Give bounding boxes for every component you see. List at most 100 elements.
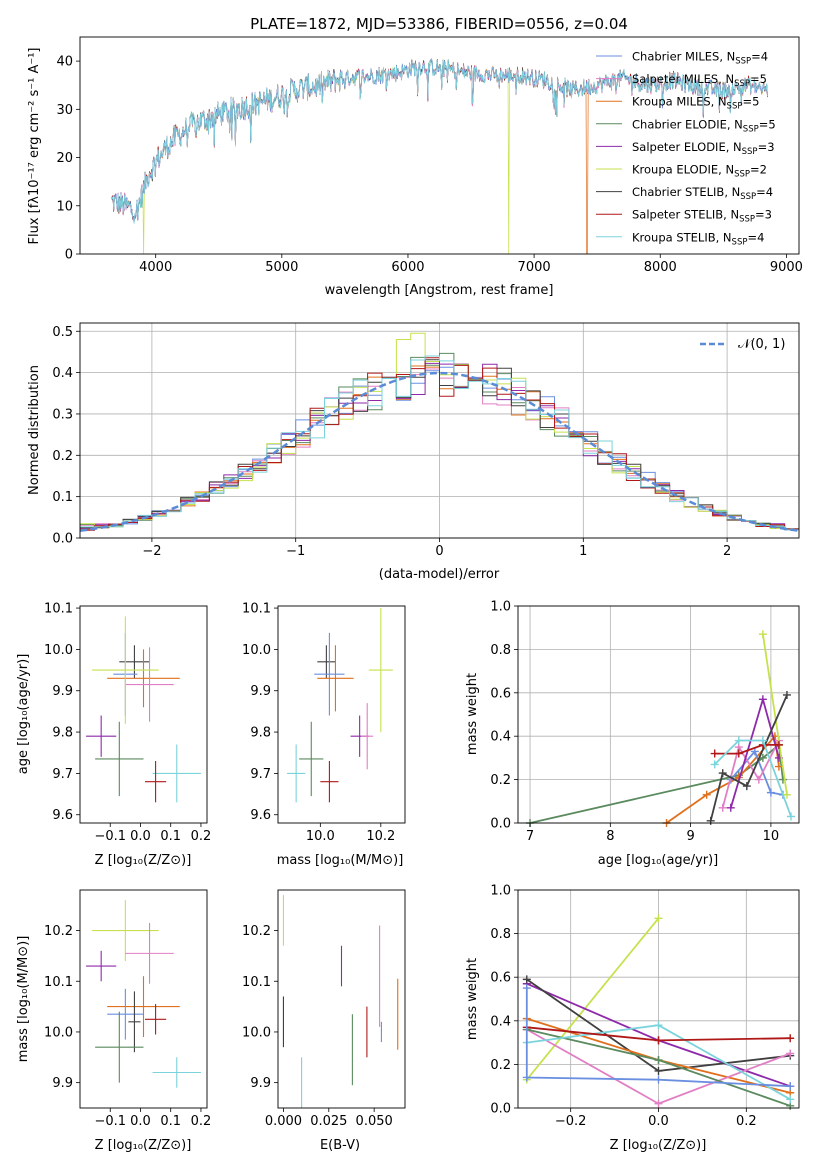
histogram-step-line — [80, 355, 799, 531]
y-tick-label: 9.9 — [250, 684, 271, 699]
errorbar-point — [125, 647, 174, 722]
errorbar-point — [125, 922, 174, 984]
y-tick-label: 0.0 — [490, 817, 511, 832]
massweight-line — [762, 634, 788, 795]
y-tick-label: 10.1 — [44, 975, 73, 990]
histogram-ylabel: Normed distribution — [27, 365, 42, 495]
errorbar-point — [287, 744, 306, 803]
plus-marker — [718, 769, 727, 778]
errorbar-point — [145, 761, 167, 803]
plus-marker — [654, 1056, 663, 1065]
errorbar-point — [299, 721, 324, 797]
mw-age-ylabel: mass weight — [465, 673, 480, 755]
mass-ebv-xlabel: E(B-V) — [320, 1138, 360, 1153]
errorbar-point — [317, 645, 354, 712]
plus-marker — [710, 760, 719, 769]
massweight-line — [714, 739, 792, 817]
x-tick-label: −0.1 — [94, 1114, 126, 1129]
spectrum-line — [111, 58, 768, 224]
y-tick-label: 0.8 — [490, 927, 511, 942]
plus-marker — [654, 1036, 663, 1045]
x-tick-label: 2 — [723, 544, 731, 559]
normal-legend-label: 𝒩(0, 1) — [738, 337, 785, 352]
x-tick-label: 0.025 — [310, 1114, 347, 1129]
x-tick-label: 4000 — [139, 260, 172, 275]
plus-marker — [734, 736, 743, 745]
errorbar-point — [95, 721, 144, 797]
y-tick-label: 10.0 — [44, 1025, 73, 1040]
x-tick-label: −2 — [142, 544, 161, 559]
spectrum-xlabel: wavelength [Angstrom, rest frame] — [325, 283, 554, 298]
x-tick-label: 7000 — [518, 260, 551, 275]
x-tick-label: 0 — [435, 544, 443, 559]
y-tick-label: 0 — [65, 248, 73, 263]
plus-marker — [774, 762, 783, 771]
errorbar-point — [152, 1057, 201, 1088]
mass-z-xlabel: Z [log₁₀(Z/Z⊙)] — [95, 1138, 192, 1153]
y-tick-label: 10.1 — [242, 975, 271, 990]
x-tick-label: 1 — [579, 544, 587, 559]
age-z-xlabel: Z [log₁₀(Z/Z⊙)] — [95, 853, 192, 868]
plus-marker — [726, 803, 735, 812]
y-tick-label: 0.2 — [490, 773, 511, 788]
plus-marker — [758, 630, 767, 639]
age-vs-metallicity-panel: −0.1 0.0 0.1 0.2 9.6 9.7 9.8 9.9 10.0 10.1 Z [log… — [16, 602, 211, 868]
mw-z-ylabel: mass weight — [465, 958, 480, 1040]
plus-marker — [654, 914, 663, 923]
y-tick-label: 10.1 — [44, 602, 73, 617]
y-tick-label: 1.0 — [490, 600, 511, 615]
y-tick-label: 9.9 — [52, 684, 73, 699]
y-tick-label: 0.5 — [52, 325, 73, 340]
age-mass-plot-frame — [277, 605, 406, 824]
legend-label: Chabrier STELIB, NSSP=4 — [632, 185, 773, 202]
y-tick-label: 0.4 — [52, 366, 73, 381]
y-tick-label: 10.0 — [44, 643, 73, 658]
plus-marker — [522, 975, 531, 984]
errorbar-point — [368, 608, 393, 733]
y-tick-label: 0.1 — [52, 490, 73, 505]
errorbar-point — [92, 900, 159, 961]
spectrum-title: PLATE=1872, MJD=53386, FIBERID=0556, z=0… — [250, 15, 628, 33]
plus-marker — [782, 790, 791, 799]
legend-label: Salpeter MILES, NSSP=5 — [632, 72, 767, 89]
age-vs-mass-panel: 10.0 10.2 9.6 9.7 9.8 9.9 10.0 10.1 mass [log₁₀… — [242, 602, 406, 868]
spectrum-ylabel: Flux [fλ10⁻¹⁷ erg cm⁻² s⁻¹ A⁻¹] — [27, 48, 42, 245]
spectrum-plot-frame — [79, 36, 800, 255]
y-tick-label: 0.8 — [490, 643, 511, 658]
legend-label: Kroupa ELODIE, NSSP=2 — [632, 163, 767, 180]
plus-marker — [702, 790, 711, 799]
x-tick-label: 0.0 — [648, 1114, 669, 1129]
errorbar-point — [361, 703, 374, 770]
plus-marker — [786, 1049, 795, 1058]
plus-marker — [766, 788, 775, 797]
plus-marker — [786, 1082, 795, 1091]
x-tick-label: −0.2 — [555, 1114, 587, 1129]
errorbar-point — [107, 988, 144, 1040]
plus-marker — [754, 775, 763, 784]
histogram-step-line — [80, 357, 799, 531]
x-tick-label: 0.2 — [191, 1114, 212, 1129]
x-tick-label: 0.2 — [736, 1114, 757, 1129]
spectrum-panel: PLATE=1872, MJD=53386, FIBERID=0556, z=0… — [27, 15, 803, 298]
massweight-line — [526, 917, 660, 1081]
plus-marker — [706, 816, 715, 825]
y-tick-label: 10.2 — [44, 924, 73, 939]
errorbar-point — [145, 1004, 167, 1035]
plus-marker — [758, 736, 767, 745]
x-tick-label: 8 — [606, 829, 614, 844]
legend-label: Chabrier MILES, NSSP=4 — [632, 50, 768, 67]
legend-label: Kroupa MILES, NSSP=5 — [632, 95, 759, 112]
errorbar-point — [86, 950, 117, 982]
x-tick-label: 0.0 — [130, 1114, 151, 1129]
errorbar-point — [95, 1011, 144, 1083]
x-tick-label: 0.2 — [191, 829, 212, 844]
x-tick-label: 7 — [526, 829, 534, 844]
y-tick-label: 1.0 — [490, 884, 511, 899]
y-tick-label: 9.6 — [250, 808, 271, 823]
histogram-xlabel: (data-model)/error — [379, 567, 500, 582]
spectrum-line — [111, 58, 768, 254]
plus-marker — [522, 984, 531, 993]
residual-histogram-panel: −2 −1 0 1 2 0.0 0.1 0.2 0.3 0.4 0.5 (data-model)/e… — [27, 322, 800, 582]
x-tick-label: −0.1 — [94, 829, 126, 844]
